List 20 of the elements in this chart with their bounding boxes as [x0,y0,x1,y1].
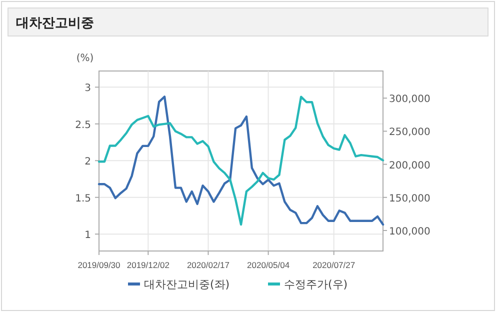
y-tick-label: 3 [84,83,91,94]
x-tick-label: 2019/12/02 [126,260,170,270]
y2-tick-label: 150,000 [389,193,430,204]
y2-tick-label: 200,000 [389,160,430,172]
y-tick-label: 1.5 [75,193,91,204]
y-tick-label: 1 [84,230,91,242]
y-axis-title: (%) [76,53,94,64]
y-tick-label: 2 [84,156,91,168]
y2-tick-label: 250,000 [389,127,430,138]
y2-tick-label: 300,000 [389,94,430,106]
x-tick-label: 2020/07/27 [312,260,356,270]
x-tick-label: 2019/09/30 [78,260,121,270]
x-tick-label: 2020/05/04 [247,260,290,270]
y2-tick-label: 100,000 [389,226,430,238]
line-series [98,96,384,226]
chart-title: 대차잔고비중 [16,16,94,31]
x-tick-label: 2020/02/17 [186,260,230,270]
legend-label: 수정주가(우) [284,278,348,291]
legend-label: 대차잔고비중(좌) [144,278,230,291]
y-tick-label: 2.5 [75,120,91,131]
